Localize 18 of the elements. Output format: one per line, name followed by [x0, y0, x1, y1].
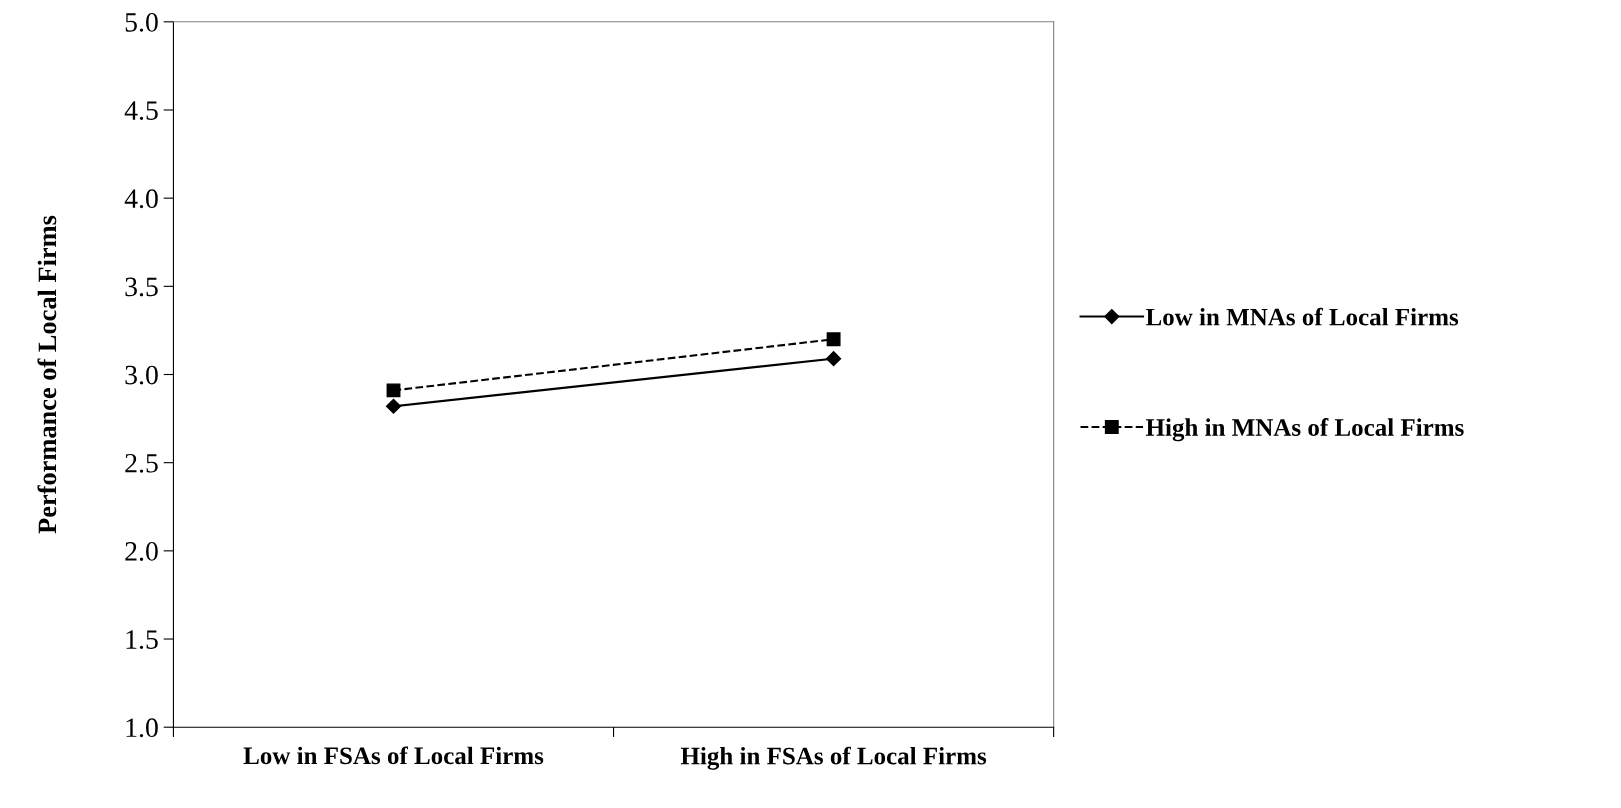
- y-tick-label: 1.0: [126, 718, 158, 738]
- legend-label: Low in MNAs of Local Firms: [1145, 307, 1459, 326]
- x-tick-label: Low in FSAs of Local Firms: [243, 746, 544, 765]
- y-tick-label: 3.5: [125, 277, 158, 297]
- legend-label: High in MNAs of Local Firms: [1145, 418, 1464, 442]
- x-tick-label: High in FSAs of Local Firms: [680, 746, 987, 770]
- y-tick-label: 5.0: [125, 12, 158, 32]
- point: [826, 351, 842, 367]
- point: [385, 398, 402, 414]
- y-tick-label: 1.5: [126, 630, 158, 650]
- y-tick-label: 3.0: [125, 365, 158, 385]
- y-tick-label: 4.5: [124, 101, 158, 121]
- point: [386, 383, 401, 398]
- y-axis-title: Performance of Local Firms: [37, 215, 57, 534]
- point: [826, 332, 841, 347]
- y-tick-label: 4.0: [124, 189, 158, 209]
- y-tick-label: 2.0: [125, 542, 158, 561]
- y-tick-label: 2.5: [125, 453, 158, 473]
